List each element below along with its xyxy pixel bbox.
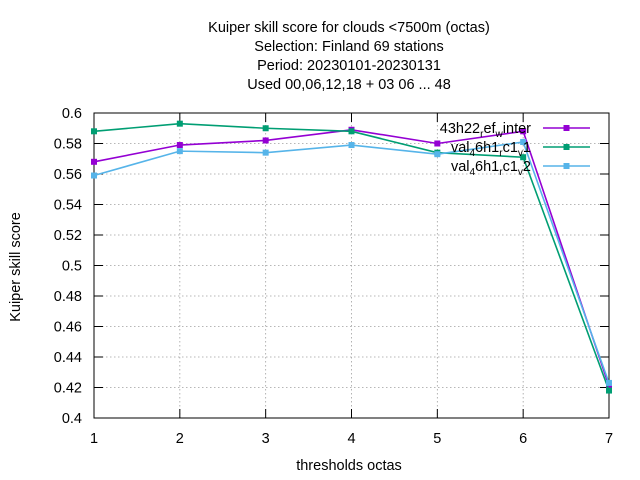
- x-tick-label: 3: [262, 431, 270, 447]
- data-point: [176, 148, 183, 155]
- data-point: [606, 382, 612, 389]
- x-tick-label: 1: [90, 431, 98, 447]
- title-line-3: Period: 20230101-20230131: [257, 58, 441, 74]
- y-tick-label: 0.4: [62, 411, 82, 427]
- y-tick-label: 0.6: [62, 106, 82, 122]
- legend-label-1: 43h22refwinter: [440, 121, 531, 140]
- legend-marker-2: [563, 144, 570, 150]
- data-point: [434, 140, 441, 147]
- legend-marker-3: [563, 163, 570, 169]
- series-group: [91, 120, 612, 394]
- x-tick-label: 7: [605, 431, 613, 447]
- y-tick-label: 0.52: [54, 228, 82, 244]
- x-axis-ticks: 1 2 3 4 5 6 7: [90, 113, 613, 447]
- y-tick-label: 0.46: [54, 320, 82, 336]
- y-tick-label: 0.44: [54, 350, 82, 366]
- y-tick-label: 0.5: [62, 259, 82, 275]
- data-point: [176, 142, 183, 149]
- title-line-2: Selection: Finland 69 stations: [254, 39, 443, 55]
- data-point: [262, 137, 269, 144]
- legend-marker-1: [563, 125, 570, 131]
- data-point: [520, 154, 527, 161]
- data-point: [91, 128, 97, 135]
- x-tick-label: 5: [433, 431, 441, 447]
- chart-title: Kuiper skill score for clouds <7500m (oc…: [208, 20, 490, 93]
- data-point: [606, 379, 612, 386]
- title-line-4: Used 00,06,12,18 + 03 06 ... 48: [247, 77, 451, 93]
- y-tick-label: 0.42: [54, 381, 82, 397]
- y-axis-label: Kuiper skill score: [8, 212, 24, 322]
- y-axis-ticks: 0.4 0.42 0.44 0.46 0.48 0.5 0.52 0.54 0.56 0.58 0.…: [54, 106, 609, 427]
- data-point: [348, 128, 355, 135]
- x-tick-label: 6: [519, 431, 527, 447]
- x-axis-label: thresholds octas: [296, 458, 402, 474]
- data-point: [520, 138, 527, 145]
- data-point: [91, 172, 97, 179]
- data-point: [434, 151, 441, 158]
- legend-label-3: val46h1rc1v2: [451, 159, 531, 178]
- data-point: [176, 120, 183, 127]
- grid: [94, 113, 609, 418]
- legend-label-2: val46h1rc1v1: [451, 140, 531, 159]
- title-line-1: Kuiper skill score for clouds <7500m (oc…: [208, 20, 490, 36]
- y-tick-label: 0.58: [54, 137, 82, 153]
- y-tick-label: 0.54: [54, 198, 82, 214]
- x-tick-label: 4: [347, 431, 355, 447]
- data-point: [520, 128, 527, 135]
- x-tick-label: 2: [176, 431, 184, 447]
- data-point: [606, 387, 612, 394]
- data-point: [348, 142, 355, 149]
- y-tick-label: 0.56: [54, 167, 82, 183]
- data-point: [262, 125, 269, 132]
- data-point: [262, 149, 269, 156]
- data-point: [91, 158, 97, 165]
- y-tick-label: 0.48: [54, 289, 82, 305]
